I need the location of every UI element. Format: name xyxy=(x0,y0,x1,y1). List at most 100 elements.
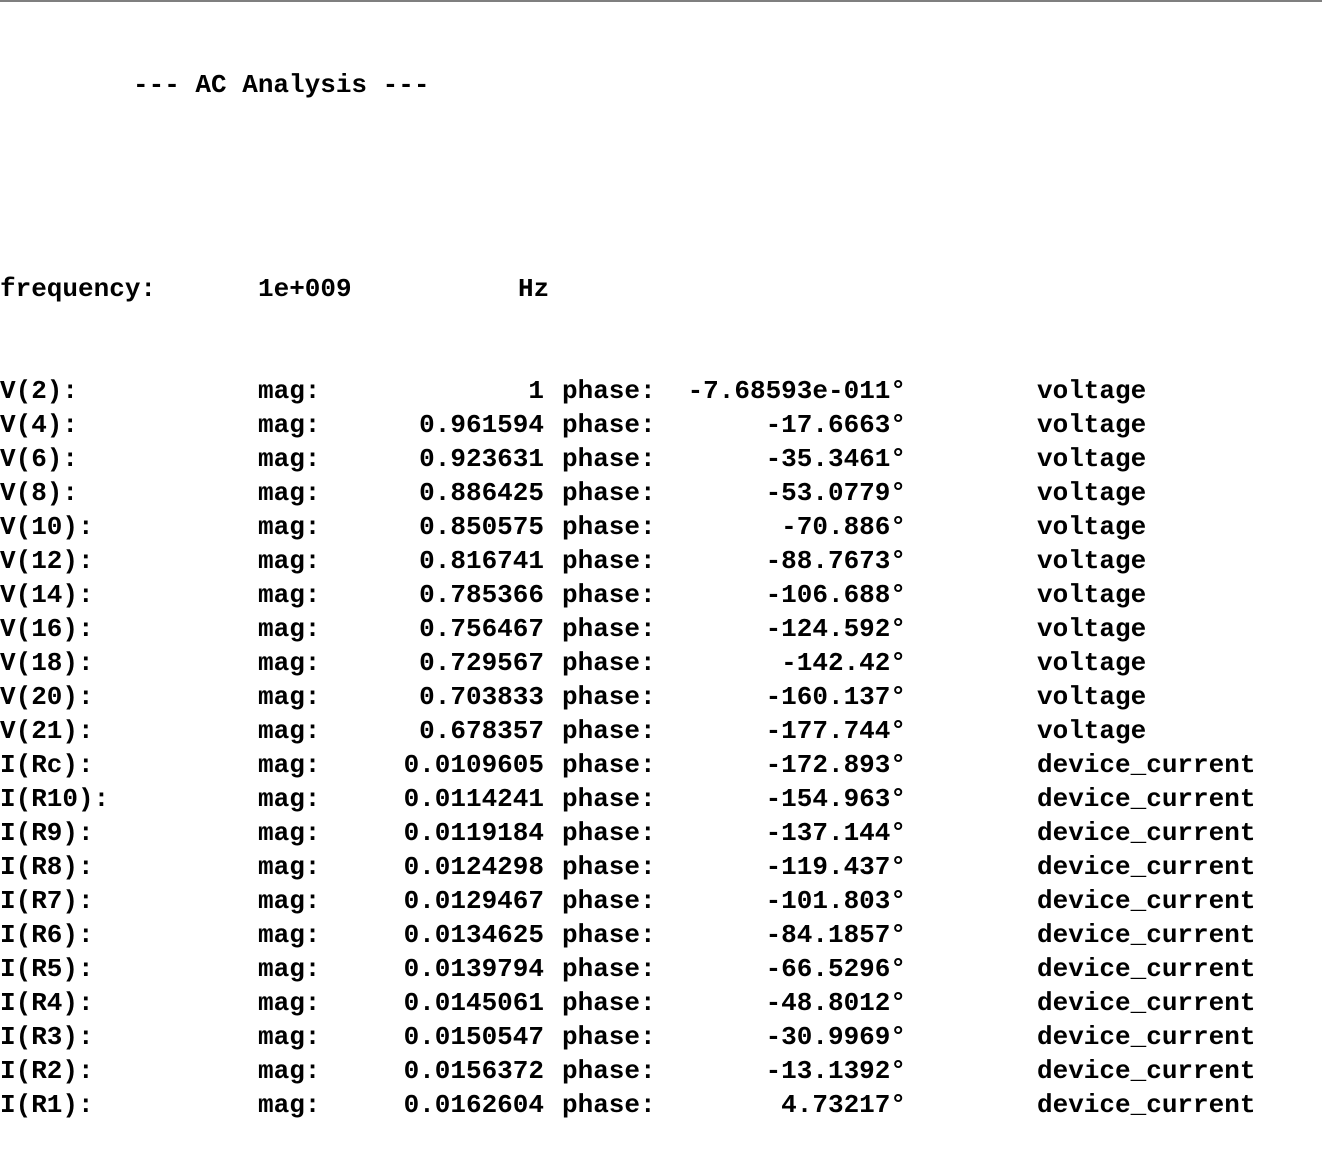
phase-label: phase: xyxy=(562,444,656,474)
magnitude-value: 0.0162604 xyxy=(403,1090,544,1120)
magnitude-value: 0.0129467 xyxy=(403,886,544,916)
quantity-type: voltage xyxy=(1037,410,1147,440)
quantity-type: device_current xyxy=(1037,1090,1256,1120)
phase-value: 4.73217° xyxy=(781,1090,906,1120)
phase-label: phase: xyxy=(562,1056,656,1086)
result-row: V(4): mag: 0.961594 phase: -17.6663° voltage xyxy=(0,408,1322,442)
mag-label: mag: xyxy=(258,376,321,406)
quantity-type: device_current xyxy=(1037,852,1256,882)
phase-value: -154.963° xyxy=(765,784,906,814)
result-row: I(R4): mag: 0.0145061 phase: -48.8012° device… xyxy=(0,986,1322,1020)
phase-value: -172.893° xyxy=(765,750,906,780)
result-row: I(R6): mag: 0.0134625 phase: -84.1857° device… xyxy=(0,918,1322,952)
phase-value: -119.437° xyxy=(765,852,906,882)
node-name: I(R7): xyxy=(0,886,94,916)
mag-label: mag: xyxy=(258,1090,321,1120)
magnitude-value: 0.0139794 xyxy=(403,954,544,984)
node-name: I(R5): xyxy=(0,954,94,984)
node-name: I(R3): xyxy=(0,1022,94,1052)
node-name: V(18): xyxy=(0,648,94,678)
result-row: I(R3): mag: 0.0150547 phase: -30.9969° device… xyxy=(0,1020,1322,1054)
window-top-border xyxy=(0,0,1322,2)
quantity-type: device_current xyxy=(1037,784,1256,814)
result-row: I(R2): mag: 0.0156372 phase: -13.1392° device… xyxy=(0,1054,1322,1088)
magnitude-value: 1 xyxy=(528,376,544,406)
magnitude-value: 0.703833 xyxy=(419,682,544,712)
quantity-type: device_current xyxy=(1037,988,1256,1018)
result-row: V(21): mag: 0.678357 phase: -177.744° voltage xyxy=(0,714,1322,748)
result-row: V(14): mag: 0.785366 phase: -106.688° voltage xyxy=(0,578,1322,612)
phase-value: -124.592° xyxy=(765,614,906,644)
magnitude-value: 0.0114241 xyxy=(403,784,544,814)
mag-label: mag: xyxy=(258,716,321,746)
result-row: V(20): mag: 0.703833 phase: -160.137° voltage xyxy=(0,680,1322,714)
frequency-label: frequency: xyxy=(0,274,157,304)
mag-label: mag: xyxy=(258,410,321,440)
phase-label: phase: xyxy=(562,648,656,678)
mag-label: mag: xyxy=(258,1022,321,1052)
node-name: I(R2): xyxy=(0,1056,94,1086)
quantity-type: device_current xyxy=(1037,750,1256,780)
result-row: V(18): mag: 0.729567 phase: -142.42° voltage xyxy=(0,646,1322,680)
result-row: I(R1): mag: 0.0162604 phase: 4.73217° device_… xyxy=(0,1088,1322,1122)
mag-label: mag: xyxy=(258,682,321,712)
phase-label: phase: xyxy=(562,886,656,916)
phase-label: phase: xyxy=(562,920,656,950)
node-name: V(12): xyxy=(0,546,94,576)
magnitude-value: 0.0150547 xyxy=(403,1022,544,1052)
phase-value: -48.8012° xyxy=(765,988,906,1018)
phase-label: phase: xyxy=(562,546,656,576)
result-row: V(12): mag: 0.816741 phase: -88.7673° voltage xyxy=(0,544,1322,578)
mag-label: mag: xyxy=(258,1056,321,1086)
phase-label: phase: xyxy=(562,818,656,848)
phase-value: -30.9969° xyxy=(765,1022,906,1052)
analysis-title: --- AC Analysis --- xyxy=(133,70,430,100)
phase-label: phase: xyxy=(562,1090,656,1120)
quantity-type: voltage xyxy=(1037,512,1147,542)
result-row: I(R8): mag: 0.0124298 phase: -119.437° device… xyxy=(0,850,1322,884)
mag-label: mag: xyxy=(258,750,321,780)
result-row: I(R10): mag: 0.0114241 phase: -154.963° devic… xyxy=(0,782,1322,816)
node-name: I(R4): xyxy=(0,988,94,1018)
phase-value: -160.137° xyxy=(765,682,906,712)
node-name: V(14): xyxy=(0,580,94,610)
magnitude-value: 0.0109605 xyxy=(403,750,544,780)
result-row: I(Rc): mag: 0.0109605 phase: -172.893° device… xyxy=(0,748,1322,782)
quantity-type: voltage xyxy=(1037,478,1147,508)
quantity-type: voltage xyxy=(1037,614,1147,644)
mag-label: mag: xyxy=(258,852,321,882)
node-name: V(10): xyxy=(0,512,94,542)
phase-label: phase: xyxy=(562,478,656,508)
node-name: V(4): xyxy=(0,410,79,440)
phase-label: phase: xyxy=(562,614,656,644)
node-name: V(2): xyxy=(0,376,79,406)
phase-label: phase: xyxy=(562,682,656,712)
node-name: V(21): xyxy=(0,716,94,746)
result-row: V(8): mag: 0.886425 phase: -53.0779° voltage xyxy=(0,476,1322,510)
phase-value: -35.3461° xyxy=(765,444,906,474)
mag-label: mag: xyxy=(258,818,321,848)
phase-label: phase: xyxy=(562,750,656,780)
mag-label: mag: xyxy=(258,580,321,610)
phase-value: -7.68593e-011° xyxy=(687,376,906,406)
node-name: I(R10): xyxy=(0,784,110,814)
magnitude-value: 0.0134625 xyxy=(403,920,544,950)
quantity-type: voltage xyxy=(1037,682,1147,712)
magnitude-value: 0.0119184 xyxy=(403,818,544,848)
phase-value: -17.6663° xyxy=(765,410,906,440)
magnitude-value: 0.961594 xyxy=(419,410,544,440)
result-row: V(10): mag: 0.850575 phase: -70.886° voltage xyxy=(0,510,1322,544)
node-name: I(R8): xyxy=(0,852,94,882)
mag-label: mag: xyxy=(258,512,321,542)
node-name: I(R6): xyxy=(0,920,94,950)
quantity-type: device_current xyxy=(1037,954,1256,984)
quantity-type: voltage xyxy=(1037,580,1147,610)
phase-value: -137.144° xyxy=(765,818,906,848)
phase-value: -84.1857° xyxy=(765,920,906,950)
phase-value: -70.886° xyxy=(781,512,906,542)
result-row: V(16): mag: 0.756467 phase: -124.592° voltage xyxy=(0,612,1322,646)
frequency-value: 1e+009 xyxy=(258,274,352,304)
phase-value: -106.688° xyxy=(765,580,906,610)
phase-value: -88.7673° xyxy=(765,546,906,576)
